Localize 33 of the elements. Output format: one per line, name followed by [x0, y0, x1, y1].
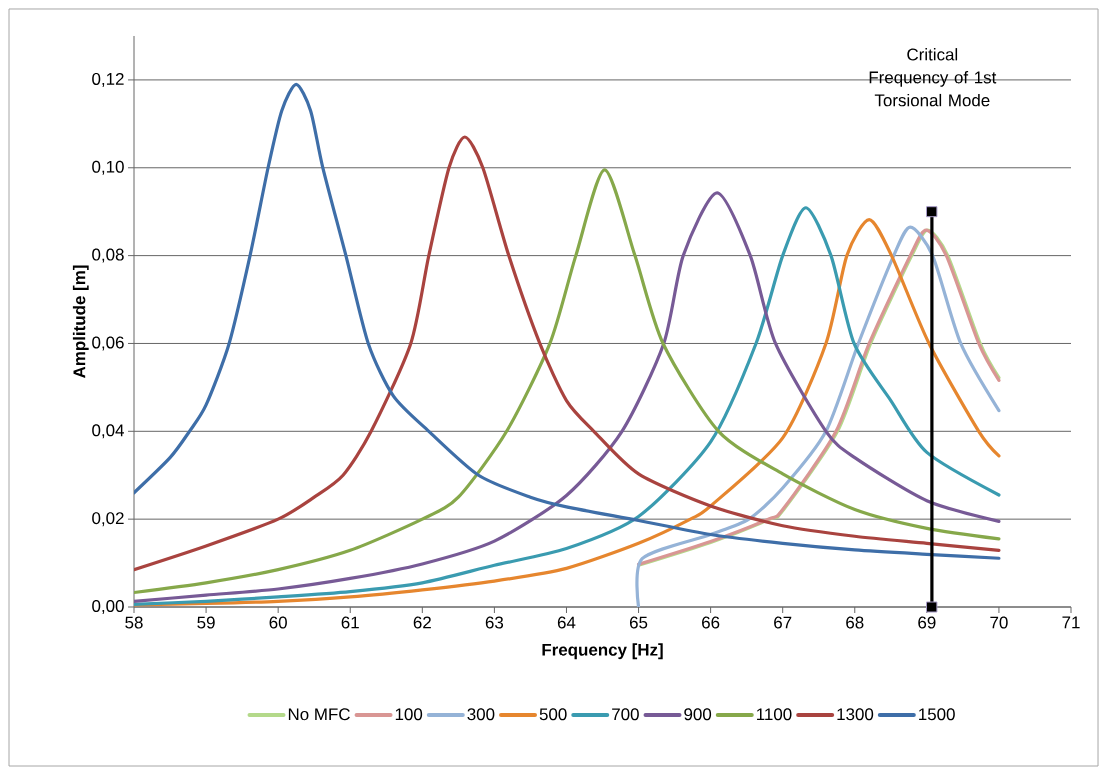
annotation: Critical Frequency of 1st Torsional Mode: [869, 48, 997, 107]
x-tick-label: 65: [629, 616, 648, 629]
x-tick-label: 62: [413, 616, 431, 629]
legend-label: 500: [539, 708, 567, 721]
x-axis-title: Frequency [Hz]: [542, 643, 663, 660]
x-tick-label: 58: [125, 616, 143, 629]
x-tick-label: 69: [918, 616, 936, 629]
x-tick-label: 64: [557, 616, 576, 629]
legend-label: 1300: [837, 708, 874, 721]
y-tick-label: 0,10: [92, 160, 124, 175]
legend-label: 700: [612, 708, 639, 721]
legend-label: 1500: [919, 708, 955, 721]
x-tick-label: 60: [269, 616, 287, 629]
x-tick-label: 61: [341, 616, 359, 629]
x-tick-label: 67: [774, 616, 792, 629]
x-tick-label: 71: [1062, 616, 1080, 629]
y-tick-label: 0,12: [92, 72, 124, 87]
legend-label: No MFC: [288, 708, 350, 721]
y-tick-label: 0,02: [92, 512, 124, 527]
y-tick-label: 0,08: [92, 248, 124, 263]
x-tick-label: 70: [990, 616, 1008, 629]
x-tick-label: 63: [485, 616, 504, 629]
y-axis-title: Amplitude [m]: [72, 265, 89, 378]
x-tick-label: 66: [702, 616, 720, 629]
legend-label: 100: [395, 708, 423, 721]
y-tick-label: 0,00: [92, 600, 124, 614]
legend-label: 300: [467, 708, 495, 721]
legend-label: 1100: [757, 708, 792, 721]
legend-label: 900: [684, 708, 712, 721]
x-tick-label: 68: [846, 616, 864, 629]
y-tick-label: 0,06: [92, 336, 124, 351]
y-tick-label: 0,04: [92, 424, 124, 439]
x-tick-label: 59: [197, 616, 215, 629]
